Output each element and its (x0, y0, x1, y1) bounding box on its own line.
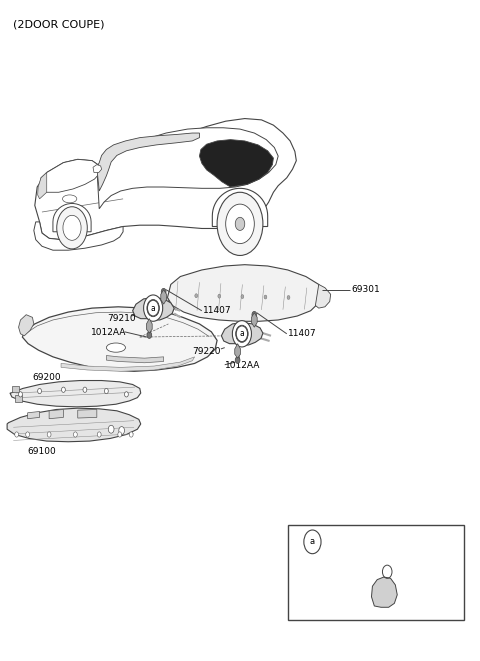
Circle shape (236, 325, 248, 342)
Polygon shape (107, 356, 164, 363)
Text: a: a (310, 537, 315, 547)
Circle shape (26, 432, 30, 437)
Polygon shape (53, 204, 91, 232)
Polygon shape (212, 188, 268, 227)
Polygon shape (97, 133, 199, 191)
Circle shape (252, 311, 257, 318)
Text: 69200: 69200 (33, 373, 61, 383)
Circle shape (105, 389, 108, 394)
Circle shape (118, 432, 121, 437)
Circle shape (232, 321, 252, 347)
Polygon shape (97, 128, 278, 209)
Circle shape (63, 215, 81, 241)
Circle shape (241, 295, 244, 299)
Polygon shape (35, 118, 296, 240)
Text: 69100: 69100 (28, 447, 56, 456)
Polygon shape (93, 165, 102, 173)
Circle shape (73, 432, 77, 437)
Bar (12, 386, 19, 393)
Circle shape (57, 207, 87, 249)
Polygon shape (161, 290, 167, 304)
Text: 1012AA: 1012AA (91, 328, 127, 337)
Text: 79220: 79220 (192, 347, 221, 356)
Circle shape (124, 392, 128, 397)
Text: 11407: 11407 (203, 306, 231, 315)
Circle shape (147, 299, 159, 317)
Circle shape (161, 288, 166, 295)
Circle shape (235, 357, 240, 364)
Polygon shape (146, 319, 152, 333)
Circle shape (195, 293, 198, 297)
Text: 1012AA: 1012AA (225, 361, 260, 370)
Bar (288, 525, 464, 620)
Text: (2DOOR COUPE): (2DOOR COUPE) (13, 20, 105, 30)
Circle shape (218, 294, 221, 298)
Polygon shape (28, 411, 39, 418)
Circle shape (83, 387, 87, 393)
Circle shape (119, 426, 124, 434)
Polygon shape (39, 159, 102, 192)
Circle shape (47, 432, 51, 437)
Polygon shape (199, 139, 274, 187)
Polygon shape (37, 173, 47, 199)
Circle shape (287, 295, 290, 299)
Polygon shape (235, 344, 240, 358)
Circle shape (97, 432, 101, 437)
Polygon shape (152, 297, 173, 313)
Polygon shape (315, 284, 331, 308)
Circle shape (61, 387, 65, 393)
Polygon shape (19, 315, 34, 336)
Polygon shape (34, 222, 123, 251)
Text: a: a (151, 303, 156, 313)
Text: 79210: 79210 (108, 314, 136, 323)
Ellipse shape (62, 195, 77, 203)
Circle shape (226, 204, 254, 244)
Polygon shape (132, 297, 174, 320)
Polygon shape (168, 264, 322, 321)
Circle shape (147, 332, 152, 338)
Polygon shape (252, 313, 257, 327)
Polygon shape (221, 323, 263, 345)
Polygon shape (7, 408, 141, 442)
Bar (15, 395, 22, 402)
Text: 69301: 69301 (351, 285, 380, 294)
Text: a: a (240, 329, 244, 338)
Polygon shape (10, 381, 141, 407)
Circle shape (235, 217, 245, 231)
Circle shape (15, 432, 19, 437)
Text: 11407: 11407 (288, 329, 316, 338)
Circle shape (217, 192, 263, 255)
Circle shape (19, 392, 23, 397)
Circle shape (264, 295, 267, 299)
Ellipse shape (107, 343, 125, 352)
Circle shape (129, 432, 133, 437)
Text: 86421: 86421 (344, 537, 375, 547)
Circle shape (144, 295, 163, 321)
Polygon shape (23, 307, 217, 371)
Polygon shape (372, 577, 397, 607)
Circle shape (108, 425, 114, 433)
Polygon shape (61, 357, 195, 371)
Polygon shape (78, 409, 97, 418)
Circle shape (37, 389, 41, 394)
Polygon shape (49, 409, 63, 418)
